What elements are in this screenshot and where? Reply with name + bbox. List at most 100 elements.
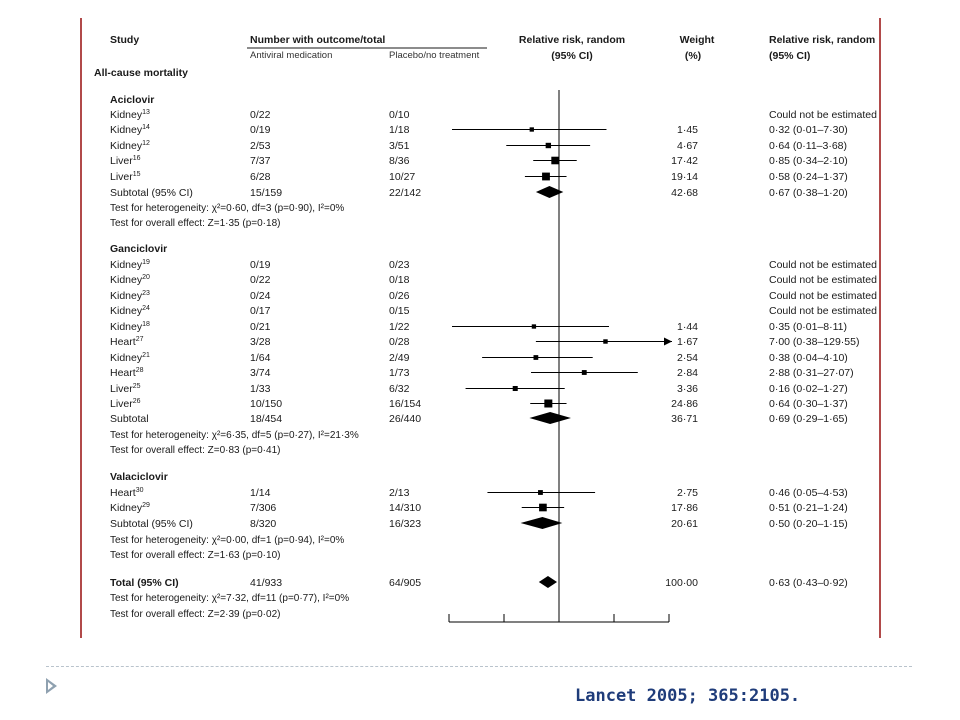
group-aciclovir-subtotal-rr-text: 0·67 (0·38–1·20) <box>769 187 848 199</box>
group-aciclovir-subtotal-placebo: 22/142 <box>389 187 421 199</box>
group-valaciclovir-study-1-weight: 2·75 <box>677 487 698 499</box>
group-aciclovir-overall-effect: Test for overall effect: Z=1·35 (p=0·18) <box>110 218 280 229</box>
group-ganciclovir-study-3-label: Kidney23 <box>110 290 150 302</box>
group-aciclovir-study-4-point <box>551 156 559 165</box>
header-rr-text-ci: (95% CI) <box>769 50 810 62</box>
group-aciclovir-study-5-label: Liver15 <box>110 171 141 183</box>
group-ganciclovir-study-9-antiviral: 1/33 <box>250 383 271 395</box>
group-ganciclovir-overall-effect: Test for overall effect: Z=0·83 (p=0·41) <box>110 445 280 456</box>
group-aciclovir-study-3-point <box>545 142 552 149</box>
group-ganciclovir-study-1-rr-text: Could not be estimated <box>769 259 877 271</box>
group-aciclovir-heterogeneity: Test for heterogeneity: χ²=0·60, df=3 (p… <box>110 203 344 214</box>
group-ganciclovir-study-4-label: Kidney24 <box>110 305 150 317</box>
group-ganciclovir-study-3-antiviral: 0/24 <box>250 290 271 302</box>
group-ganciclovir-study-7-placebo: 2/49 <box>389 352 410 364</box>
header-weight-unit: (%) <box>685 50 701 62</box>
group-aciclovir-study-3-placebo: 3/51 <box>389 140 410 152</box>
group-ganciclovir-study-9-weight: 3·36 <box>677 383 698 395</box>
group-ganciclovir-study-5-antiviral: 0/21 <box>250 321 271 333</box>
outcome-label: All-cause mortality <box>94 67 188 79</box>
group-ganciclovir-study-8-point <box>581 370 587 375</box>
group-ganciclovir-subtotal-placebo: 26/440 <box>389 413 421 425</box>
group-ganciclovir-study-9-label: Liver25 <box>110 383 141 395</box>
header-placebo: Placebo/no treatment <box>389 50 480 61</box>
group-ganciclovir-study-10-placebo: 16/154 <box>389 398 421 410</box>
group-aciclovir-subtotal-label: Subtotal (95% CI) <box>110 187 193 199</box>
group-valaciclovir-study-1-antiviral: 1/14 <box>250 487 271 499</box>
group-ganciclovir-study-7-rr-text: 0·38 (0·04–4·10) <box>769 352 848 364</box>
group-aciclovir-study-1-placebo: 0/10 <box>389 109 410 121</box>
group-aciclovir-subtotal-diamond <box>535 186 564 198</box>
group-ganciclovir-study-8-label: Heart28 <box>110 367 144 379</box>
group-ganciclovir-study-6-ci-arrow <box>664 337 672 346</box>
citation: Lancet 2005; 365:2105. <box>575 686 801 706</box>
group-valaciclovir-study-1-label: Heart30 <box>110 487 144 499</box>
group-ganciclovir-study-9-rr-text: 0·16 (0·02–1·27) <box>769 383 848 395</box>
group-aciclovir-study-1-rr-text: Could not be estimated <box>769 109 877 121</box>
group-ganciclovir-subtotal-weight: 36·71 <box>671 413 698 425</box>
group-valaciclovir-title: Valaciclovir <box>110 471 168 483</box>
group-aciclovir-subtotal-antiviral: 15/159 <box>250 187 282 199</box>
group-aciclovir-study-1-antiviral: 0/22 <box>250 109 271 121</box>
group-valaciclovir-study-2-placebo: 14/310 <box>389 502 421 514</box>
group-ganciclovir-study-4-rr-text: Could not be estimated <box>769 305 877 317</box>
group-valaciclovir-study-2-point <box>539 503 547 512</box>
forest-plot-svg: Study Number with outcome/total Antiviral … <box>94 34 877 623</box>
group-ganciclovir-subtotal-diamond <box>529 412 571 424</box>
group-aciclovir-study-4-rr-text: 0·85 (0·34–2·10) <box>769 155 848 167</box>
group-aciclovir-study-5-antiviral: 6/28 <box>250 171 271 183</box>
group-ganciclovir-study-4-placebo: 0/15 <box>389 305 410 317</box>
group-valaciclovir-subtotal-antiviral: 8/320 <box>250 518 276 530</box>
footer-divider <box>46 666 912 667</box>
group-aciclovir-study-2-antiviral: 0/19 <box>250 124 271 136</box>
group-ganciclovir-study-3-placebo: 0/26 <box>389 290 410 302</box>
group-ganciclovir-study-10-rr-text: 0·64 (0·30–1·37) <box>769 398 848 410</box>
group-ganciclovir-subtotal-rr-text: 0·69 (0·29–1·65) <box>769 413 848 425</box>
group-valaciclovir-subtotal-label: Subtotal (95% CI) <box>110 518 193 530</box>
group-ganciclovir-study-10-antiviral: 10/150 <box>250 398 282 410</box>
group-ganciclovir-study-7-weight: 2·54 <box>677 352 698 364</box>
group-ganciclovir-study-2-placebo: 0/18 <box>389 274 410 286</box>
group-aciclovir-study-4-weight: 17·42 <box>671 155 698 167</box>
group-ganciclovir-study-3-rr-text: Could not be estimated <box>769 290 877 302</box>
group-ganciclovir-study-6-antiviral: 3/28 <box>250 336 271 348</box>
total-rr-text: 0·63 (0·43–0·92) <box>769 577 848 589</box>
group-valaciclovir-heterogeneity: Test for heterogeneity: χ²=0·00, df=1 (p… <box>110 535 344 546</box>
group-ganciclovir-title: Ganciclovir <box>110 243 167 255</box>
group-ganciclovir-study-9-point <box>512 385 518 392</box>
group-valaciclovir-study-1-rr-text: 0·46 (0·05–4·53) <box>769 487 848 499</box>
group-aciclovir-study-4-label: Liver16 <box>110 155 141 167</box>
group-aciclovir-study-5-point <box>542 172 550 181</box>
total-weight: 100·00 <box>665 577 698 589</box>
header-rr-plot-ci: (95% CI) <box>551 50 592 62</box>
group-ganciclovir-study-5-rr-text: 0·35 (0·01–8·11) <box>769 321 847 333</box>
group-ganciclovir-study-8-weight: 2·84 <box>677 367 698 379</box>
group-aciclovir-study-2-label: Kidney14 <box>110 124 150 136</box>
group-ganciclovir-study-7-antiviral: 1/64 <box>250 352 271 364</box>
group-ganciclovir-study-10-label: Liver26 <box>110 398 141 410</box>
group-ganciclovir-study-10-point <box>544 399 553 408</box>
group-aciclovir-study-2-placebo: 1/18 <box>389 124 410 136</box>
group-ganciclovir-study-5-label: Kidney18 <box>110 321 150 333</box>
group-valaciclovir-study-1-placebo: 2/13 <box>389 487 410 499</box>
group-aciclovir-study-5-rr-text: 0·58 (0·24–1·37) <box>769 171 848 183</box>
group-aciclovir-study-2-rr-text: 0·32 (0·01–7·30) <box>769 124 848 136</box>
group-ganciclovir-study-1-label: Kidney19 <box>110 259 150 271</box>
group-ganciclovir-subtotal-label: Subtotal <box>110 413 149 425</box>
group-aciclovir-study-3-weight: 4·67 <box>677 140 698 152</box>
group-ganciclovir-study-1-antiviral: 0/19 <box>250 259 271 271</box>
group-ganciclovir-study-4-antiviral: 0/17 <box>250 305 271 317</box>
group-valaciclovir-study-2-antiviral: 7/306 <box>250 502 276 514</box>
group-aciclovir-study-1-label: Kidney13 <box>110 109 150 121</box>
group-aciclovir-study-3-antiviral: 2/53 <box>250 140 271 152</box>
group-ganciclovir-heterogeneity: Test for heterogeneity: χ²=6·35, df=5 (p… <box>110 430 359 441</box>
group-valaciclovir-study-2-label: Kidney29 <box>110 502 150 514</box>
group-aciclovir-title: Aciclovir <box>110 94 154 106</box>
total-heterogeneity: Test for heterogeneity: χ²=7·32, df=11 (… <box>110 593 349 604</box>
group-ganciclovir-study-5-placebo: 1/22 <box>389 321 410 333</box>
group-ganciclovir-study-6-point <box>603 339 608 344</box>
group-aciclovir-study-2-point <box>529 127 534 132</box>
group-valaciclovir-subtotal-diamond <box>520 517 563 529</box>
header-antiviral: Antiviral medication <box>250 50 332 61</box>
group-ganciclovir-study-6-rr-text: 7·00 (0·38–129·55) <box>769 336 859 348</box>
